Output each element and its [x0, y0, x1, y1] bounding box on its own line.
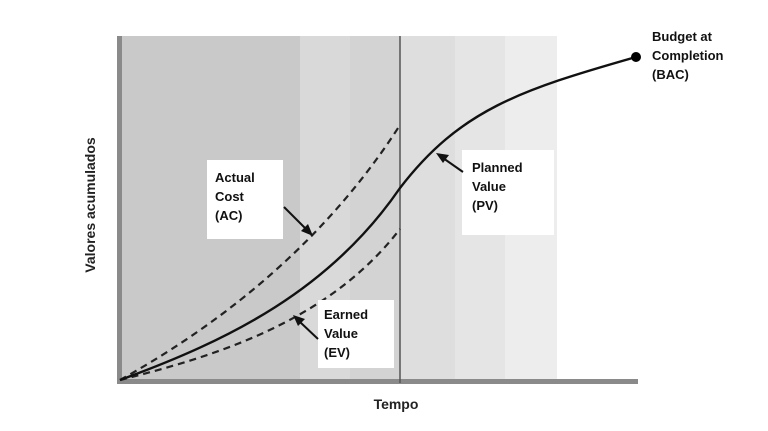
bac-label-line-1: Budget at: [652, 29, 713, 44]
pv-arrow: [436, 153, 464, 173]
y-axis-title: Valores acumulados: [82, 137, 98, 273]
bac-label-line-3: (BAC): [652, 67, 689, 82]
pv-label-box: [462, 150, 554, 235]
actual-cost-curve: [119, 124, 401, 381]
x-axis: [117, 379, 638, 384]
ac-label: Actual Cost (AC): [215, 170, 258, 223]
ac-label-line-1: Actual: [215, 170, 255, 185]
ev-label-box: [318, 300, 394, 368]
ac-label-box: [207, 160, 283, 239]
pv-label: Planned Value (PV): [472, 160, 526, 213]
pv-label-line-2: Value: [472, 179, 506, 194]
planned-value-curve: [119, 55, 637, 382]
ac-label-line-2: Cost: [215, 189, 245, 204]
pv-label-line-1: Planned: [472, 160, 523, 175]
bac-label: Budget at Completion (BAC): [652, 29, 727, 82]
ev-label-line-2: Value: [324, 326, 358, 341]
ev-label-line-1: Earned: [324, 307, 368, 322]
earned-value-curve: [119, 228, 401, 382]
bac-label-line-2: Completion: [652, 48, 724, 63]
y-axis: [117, 36, 122, 384]
pv-label-line-3: (PV): [472, 198, 498, 213]
ev-arrow: [293, 315, 319, 340]
bac-point: [631, 52, 641, 62]
ev-label-line-3: (EV): [324, 345, 350, 360]
ac-arrow: [283, 206, 313, 236]
ev-label: Earned Value (EV): [324, 307, 372, 360]
plot-band-4: [400, 36, 455, 381]
x-axis-title: Tempo: [374, 396, 419, 412]
ac-label-line-3: (AC): [215, 208, 242, 223]
